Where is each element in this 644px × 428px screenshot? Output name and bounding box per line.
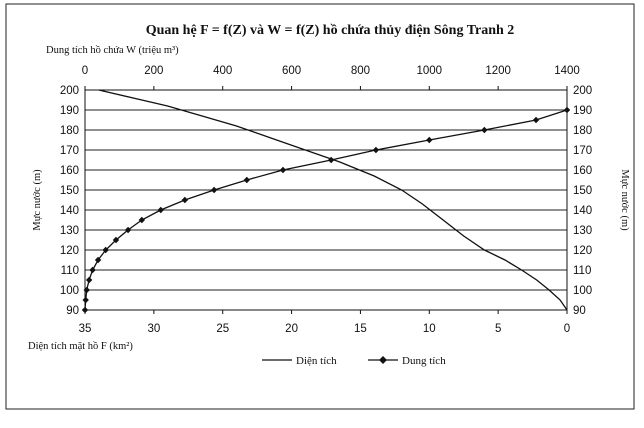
y-right-tick-120: 120 (573, 245, 592, 257)
y-right-tick-170: 170 (573, 145, 592, 157)
y-right-tick-160: 160 (573, 165, 592, 177)
x-bottom-axis-label: Diện tích mặt hồ F (km²) (28, 341, 133, 352)
y-left-axis-label: Mực nước (m) (32, 169, 43, 231)
y-right-tick-140: 140 (573, 205, 592, 217)
series-1-point-16 (372, 146, 380, 154)
series-1-point-15 (327, 156, 335, 164)
series-1-point-20 (563, 106, 571, 114)
y-left-tick-110: 110 (61, 265, 79, 277)
y-left-tick-200: 200 (60, 85, 79, 97)
y-right-tick-180: 180 (573, 125, 592, 137)
y-right-tick-130: 130 (573, 225, 592, 237)
series-line-0 (98, 89, 568, 311)
series-1-point-13 (243, 176, 251, 184)
legend-label-dung-tich: Dung tích (402, 355, 446, 367)
y-right-tick-200: 200 (573, 85, 592, 97)
x-top-tick-1400: 1400 (554, 65, 580, 77)
y-left-tick-180: 180 (60, 125, 79, 137)
y-left-tick-90: 90 (66, 305, 79, 317)
x-top-tick-200: 200 (144, 65, 163, 77)
x-top-tick-400: 400 (213, 65, 232, 77)
series-1-point-11 (181, 196, 189, 204)
plot-area (84, 89, 568, 311)
x-bottom-tick-30: 30 (147, 323, 160, 335)
series-1-point-17 (426, 136, 433, 144)
series-1-point-6 (102, 246, 109, 254)
legend-marker-dung-tich (379, 356, 387, 364)
y-left-tick-160: 160 (60, 165, 79, 177)
series-1-point-5 (94, 256, 102, 264)
series-1-point-1 (82, 296, 89, 304)
y-left-tick-120: 120 (60, 245, 79, 257)
x-top-tick-800: 800 (351, 65, 370, 77)
figure-border (5, 3, 635, 410)
y-left-tick-140: 140 (60, 205, 79, 217)
x-bottom-tick-20: 20 (285, 323, 298, 335)
series-1-point-2 (83, 286, 90, 294)
series-1-point-14 (279, 166, 287, 174)
x-top-tick-0: 0 (82, 65, 88, 77)
y-right-tick-190: 190 (573, 105, 592, 117)
series-1-point-10 (157, 206, 164, 214)
series-1-point-4 (89, 266, 96, 274)
x-bottom-tick-5: 5 (495, 323, 501, 335)
x-top-axis-label: Dung tích hồ chứa W (triệu m³) (46, 45, 179, 56)
series-1-point-8 (124, 226, 132, 234)
y-left-tick-100: 100 (60, 285, 79, 297)
x-bottom-tick-10: 10 (423, 323, 436, 335)
y-right-tick-100: 100 (573, 285, 592, 297)
legend: Diện tích Dung tích (262, 355, 446, 367)
y-left-tick-150: 150 (60, 185, 79, 197)
x-bottom-tick-15: 15 (354, 323, 367, 335)
y-left-tick-170: 170 (60, 145, 79, 157)
y-right-tick-90: 90 (573, 305, 586, 317)
x-bottom-tick-0: 0 (564, 323, 570, 335)
x-top-tick-1200: 1200 (485, 65, 511, 77)
legend-label-dien-tich: Diện tích (296, 355, 337, 367)
y-right-tick-150: 150 (573, 185, 592, 197)
series-1-point-18 (481, 126, 488, 134)
series-1-point-9 (138, 216, 146, 224)
x-bottom-tick-25: 25 (216, 323, 229, 335)
series-1-point-19 (532, 116, 540, 124)
x-bottom-tick-35: 35 (79, 323, 92, 335)
chart-title: Quan hệ F = f(Z) và W = f(Z) hồ chứa thủ… (146, 23, 515, 38)
series-1-point-7 (112, 236, 120, 244)
x-top-tick-1000: 1000 (416, 65, 442, 77)
x-top-tick-600: 600 (282, 65, 301, 77)
y-right-axis-label: Mực nước (m) (619, 169, 630, 231)
y-left-tick-190: 190 (60, 105, 79, 117)
y-right-tick-110: 110 (573, 265, 591, 277)
gridlines (84, 86, 568, 314)
series-layer (81, 89, 571, 314)
y-left-tick-130: 130 (60, 225, 79, 237)
series-1-point-12 (210, 186, 218, 194)
series-1-point-0 (81, 306, 89, 314)
series-1-point-3 (85, 276, 93, 284)
